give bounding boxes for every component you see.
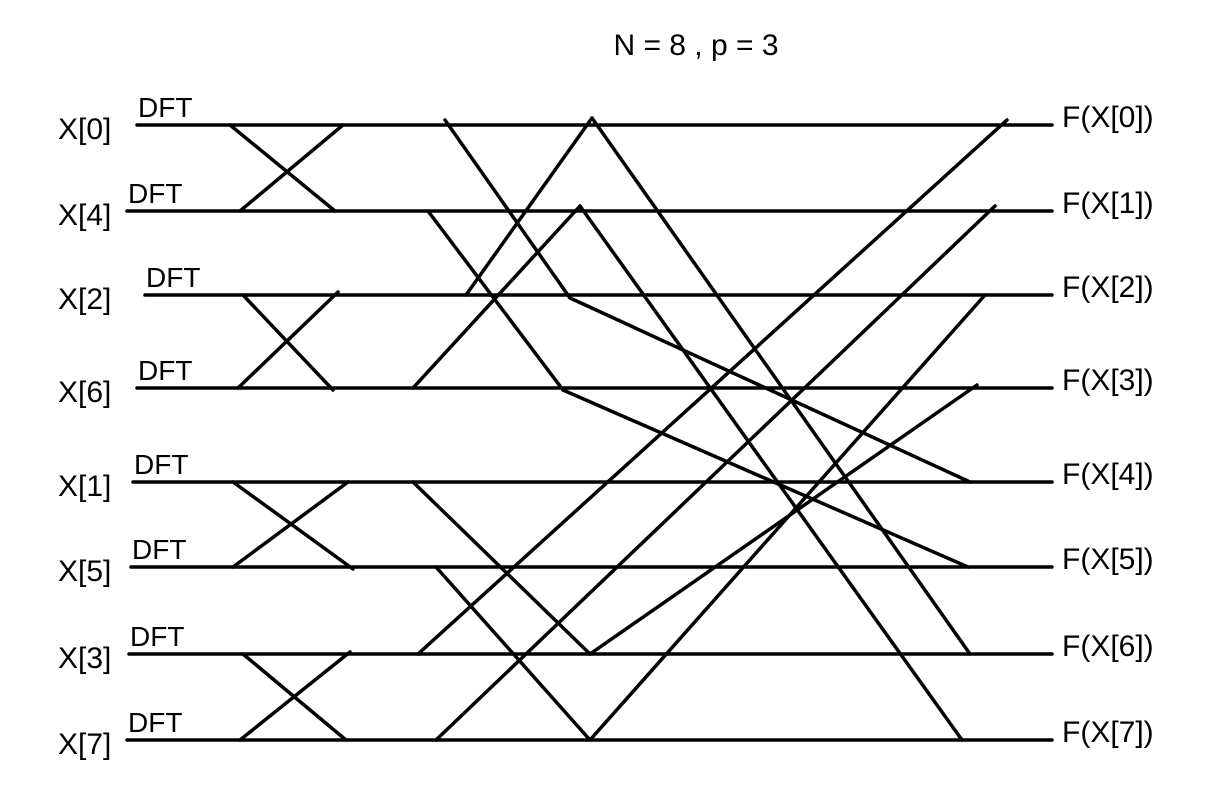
dft-label: DFT [130, 621, 184, 652]
butterfly-line [443, 118, 572, 300]
dft-label: DFT [128, 178, 182, 209]
dft-label: DFT [146, 262, 200, 293]
butterfly-line [434, 204, 997, 742]
dft-label: DFT [132, 534, 186, 565]
input-label: X[5] [58, 555, 111, 588]
output-label: F(X[0]) [1062, 101, 1154, 134]
input-label: X[7] [58, 728, 111, 761]
butterfly-line [241, 293, 335, 392]
dft-label: DFT [138, 92, 192, 123]
butterfly-line [568, 296, 972, 484]
butterfly-line [590, 116, 972, 656]
butterfly-line [236, 290, 340, 390]
wires-group [228, 116, 1009, 742]
butterfly-line [411, 480, 592, 656]
input-label: X[6] [58, 376, 111, 409]
butterfly-line [464, 116, 594, 297]
butterfly-line [434, 565, 592, 742]
butterfly-line [578, 204, 964, 742]
butterfly-line [228, 123, 337, 213]
butterfly-line [231, 480, 355, 571]
output-label: F(X[5]) [1062, 543, 1154, 576]
input-label: X[0] [58, 113, 111, 146]
output-label: F(X[2]) [1062, 271, 1154, 304]
output-label: F(X[4]) [1062, 458, 1154, 491]
dft-label: DFT [134, 449, 188, 480]
output-label: F(X[6]) [1062, 630, 1154, 663]
input-label: X[4] [58, 199, 111, 232]
input-label: X[2] [58, 283, 111, 316]
butterfly-line [238, 650, 352, 742]
input-label: X[1] [58, 470, 111, 503]
dft-label: DFT [128, 707, 182, 738]
dft-label: DFT [138, 355, 192, 386]
butterfly-line [561, 388, 970, 569]
input-label: X[3] [58, 642, 111, 675]
butterfly-line [588, 293, 987, 742]
output-label: F(X[7]) [1062, 716, 1154, 749]
rows-group: X[0] DFT F(X[0]) X[4] DFT F(X[1]) X[2] DFT F(X[2… [58, 92, 1154, 761]
diagram-title: N = 8 , p = 3 [613, 29, 778, 62]
butterfly-line [231, 480, 350, 569]
butterfly-line [411, 204, 582, 390]
output-label: F(X[3]) [1062, 364, 1154, 397]
output-label: F(X[1]) [1062, 187, 1154, 220]
butterfly-line [238, 123, 345, 213]
butterfly-line [416, 118, 1009, 656]
